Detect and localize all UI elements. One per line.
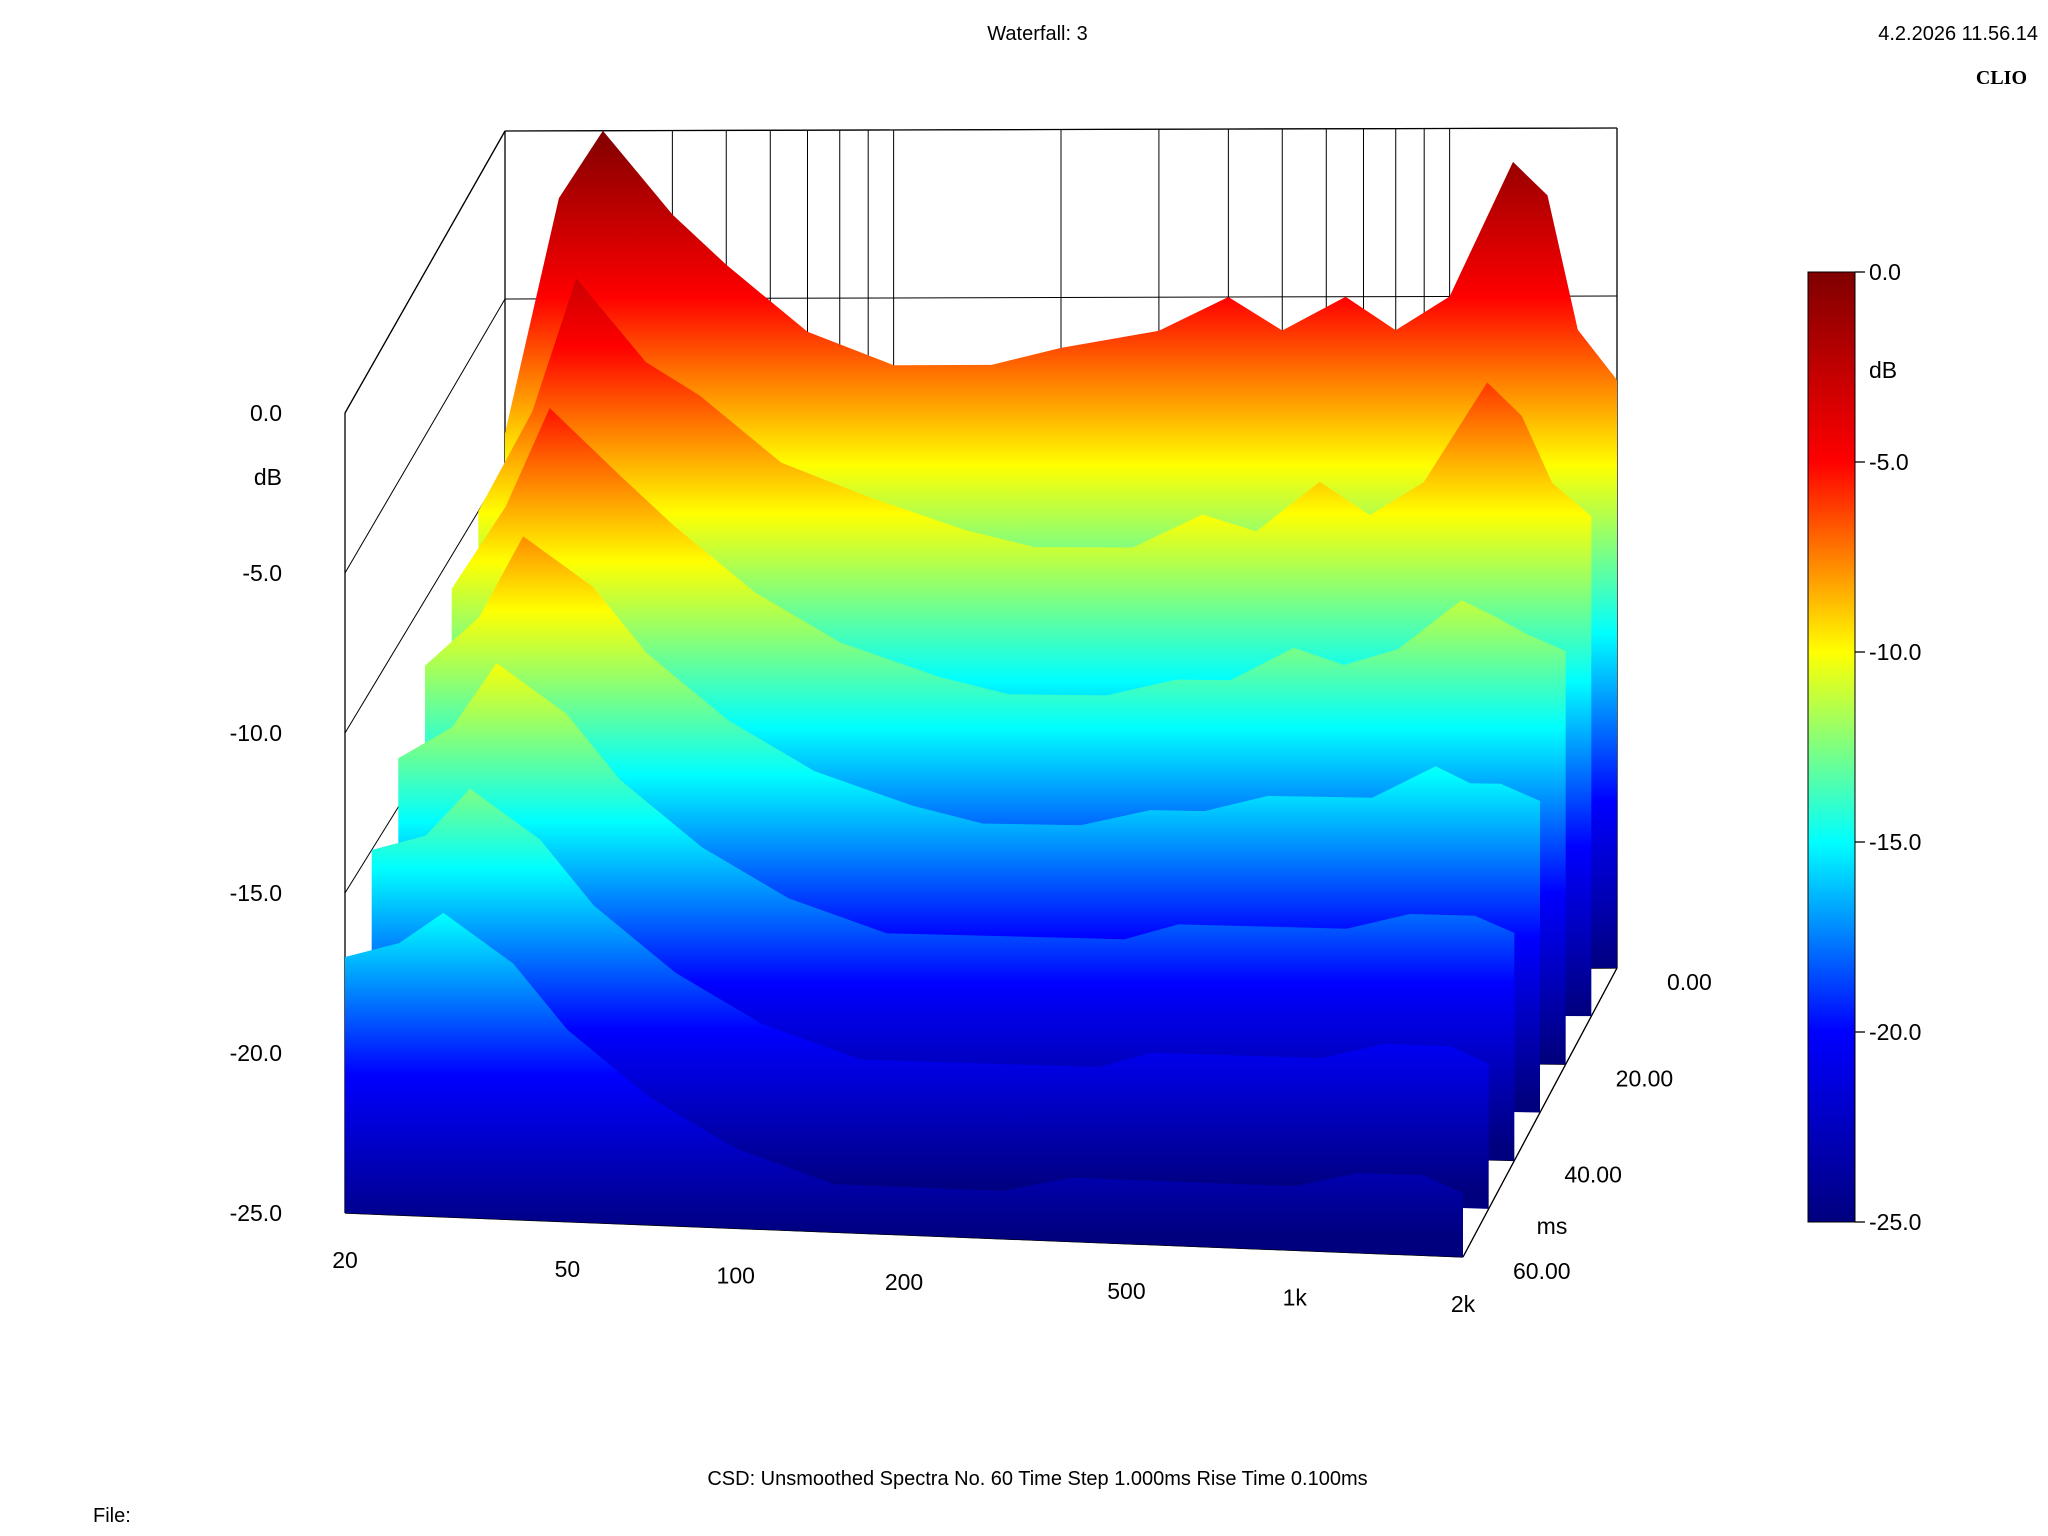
z-tick-label: 0.00: [1667, 969, 1712, 995]
y-tick-label: -5.0: [242, 560, 282, 586]
color-bar-label: -5.0: [1869, 449, 1909, 475]
color-bar-gradient: [1807, 271, 1856, 1223]
timestamp: 4.2.2026 11.56.14: [1878, 23, 2038, 45]
z-tick-label: 20.00: [1616, 1065, 1674, 1091]
y-tick-label: 0.0: [250, 400, 282, 426]
z-tick-label: 60.00: [1513, 1258, 1571, 1284]
x-tick-label: 200: [885, 1269, 923, 1295]
grid-line-db: [344, 298, 506, 574]
axis-labels: 0.0 -5.0 -10.0 -15.0 -20.0 -25.0 dB 20 50 100 200 5…: [230, 400, 1712, 1317]
color-bar-label: -20.0: [1869, 1019, 1921, 1045]
y-tick-label: -15.0: [230, 880, 282, 906]
color-bar-label: -10.0: [1869, 639, 1921, 665]
spectrum-slice: [345, 912, 1463, 1257]
color-bar: 0.0 -5.0 -10.0 -15.0 -20.0 -25.0 dB: [1807, 259, 1921, 1235]
csd-settings: CSD: Unsmoothed Spectra No. 60 Time Step…: [707, 1468, 1368, 1490]
color-bar-unit: dB: [1869, 357, 1897, 383]
y-tick-label: -20.0: [230, 1040, 282, 1066]
x-tick-label: 20: [332, 1247, 358, 1273]
y-tick-label: -10.0: [230, 720, 282, 746]
color-bar-label: -15.0: [1869, 829, 1921, 855]
y-axis-unit: dB: [254, 464, 282, 490]
grid-line-db: [344, 130, 506, 414]
z-tick-label: 40.00: [1564, 1162, 1622, 1188]
file-label: File:: [93, 1505, 131, 1527]
z-axis-unit: ms: [1537, 1213, 1568, 1239]
y-tick-label: -25.0: [230, 1200, 282, 1226]
x-tick-label: 1k: [1283, 1284, 1308, 1310]
x-tick-label: 100: [717, 1262, 755, 1288]
chart-title: Waterfall: 3: [987, 23, 1088, 45]
brand-label: CLIO: [1975, 67, 2027, 89]
x-tick-label: 50: [555, 1256, 581, 1282]
color-bar-label: -25.0: [1869, 1209, 1921, 1235]
x-tick-label: 2k: [1451, 1291, 1476, 1317]
color-bar-label: 0.0: [1869, 259, 1901, 285]
x-tick-label: 500: [1107, 1278, 1145, 1304]
waterfall-surface: [345, 130, 1617, 1257]
